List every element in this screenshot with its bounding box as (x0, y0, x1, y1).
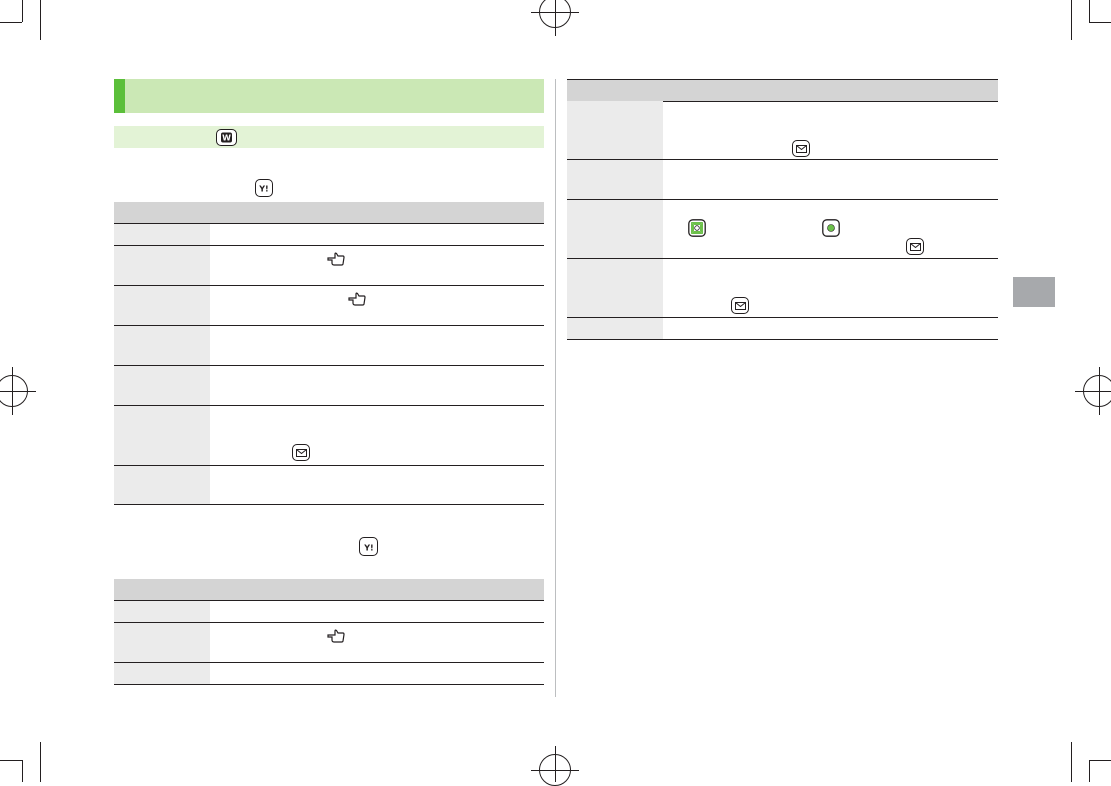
table-row (114, 366, 544, 406)
svg-text:W: W (222, 134, 231, 143)
column-divider (555, 79, 556, 697)
table-row (114, 406, 544, 466)
pointing-hand-icon (348, 291, 366, 310)
table-row (114, 286, 544, 326)
svg-text:Y!: Y! (363, 543, 373, 552)
multi-selector-icon (688, 219, 706, 241)
mail-key-icon (292, 444, 310, 461)
table-row (114, 466, 544, 505)
section-title-bar (114, 79, 544, 113)
svg-text:Y!: Y! (258, 185, 268, 194)
table-header (567, 79, 998, 102)
pointing-hand-icon (327, 251, 345, 270)
table-header (114, 202, 544, 224)
pointing-hand-icon (327, 628, 345, 647)
yahoo-key-icon: Y! (255, 179, 273, 197)
center-key-icon (822, 219, 840, 241)
table-row (114, 224, 544, 246)
table-row (114, 326, 544, 366)
mail-key-icon (906, 238, 924, 255)
mail-key-icon (792, 140, 810, 157)
table-row (567, 318, 998, 340)
table-row (114, 663, 544, 685)
right-table (567, 79, 998, 340)
table-row (567, 200, 998, 259)
table-row (114, 623, 544, 663)
left-table-1 (114, 202, 544, 505)
left-table-2 (114, 579, 544, 686)
chapter-tab-marker (1013, 277, 1055, 307)
mail-key-icon (731, 297, 749, 314)
yahoo-key-icon: Y! (359, 537, 378, 556)
table-row (114, 246, 544, 286)
table-row (567, 160, 998, 200)
table-row (114, 601, 544, 623)
section-title-accent (114, 79, 125, 113)
table-row (567, 101, 998, 160)
w-key-icon: W (216, 129, 237, 146)
table-row (567, 259, 998, 318)
sub-heading-bar (114, 126, 544, 148)
table-header (114, 579, 544, 601)
